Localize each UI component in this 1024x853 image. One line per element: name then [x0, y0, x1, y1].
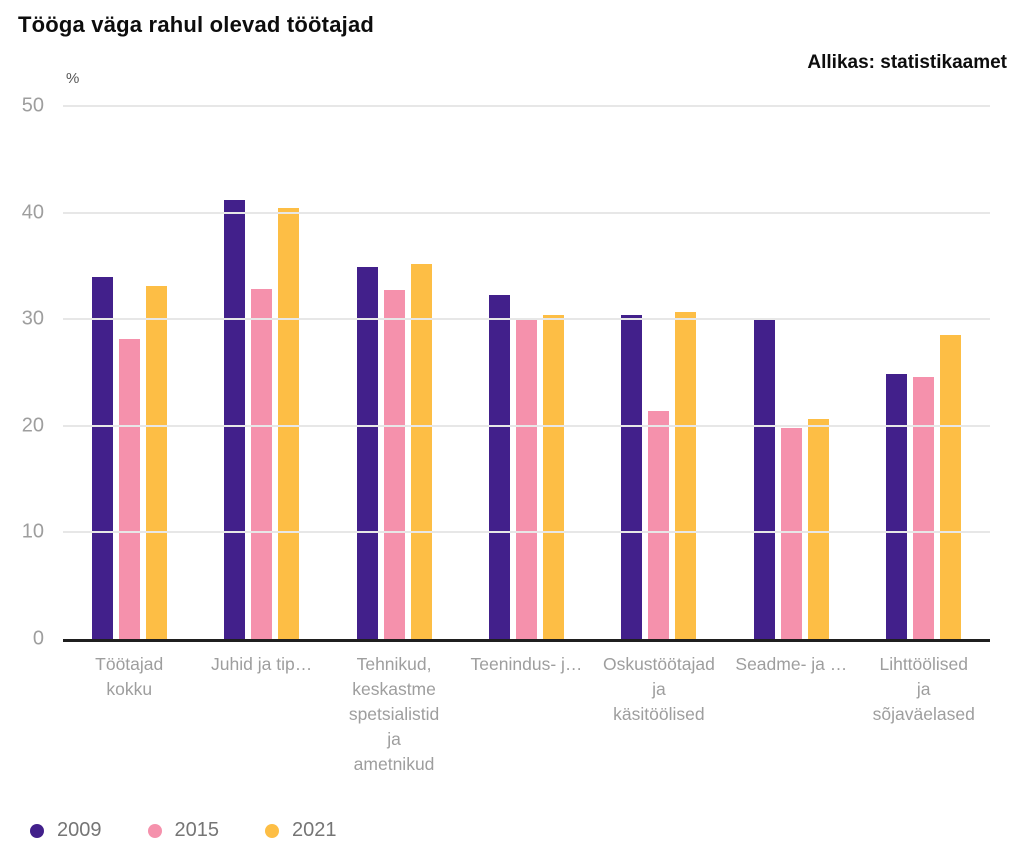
y-tick-label-10: 10	[21, 520, 44, 543]
y-tick-label-50: 50	[21, 94, 44, 117]
bar-2015-category-3[interactable]	[383, 290, 405, 639]
bar-2009-category-4[interactable]	[488, 294, 510, 639]
bar-group-2	[195, 106, 327, 639]
bar-2015-category-7[interactable]	[913, 376, 935, 639]
bar-2015-category-5[interactable]	[648, 410, 670, 639]
bar-2009-category-6[interactable]	[753, 318, 775, 639]
x-axis-label-5: Oskustöötajad ja käsitöölised	[602, 654, 715, 724]
bar-group-7	[858, 106, 990, 639]
legend-dot-2021	[265, 823, 279, 838]
y-tick-label-40: 40	[21, 201, 44, 224]
bar-group-5	[593, 106, 725, 639]
bar-2021-category-6[interactable]	[807, 419, 829, 639]
bar-2015-category-1[interactable]	[118, 339, 140, 639]
gridline-50	[63, 105, 990, 107]
legend-dot-2009	[30, 823, 44, 838]
x-axis-label-4: Teenindus- j…	[470, 654, 583, 674]
bar-group-1	[63, 106, 195, 639]
legend-dot-2015	[147, 823, 162, 838]
gridline-20	[63, 424, 990, 427]
bar-2009-category-3[interactable]	[356, 266, 378, 639]
y-axis-unit-label: %	[66, 70, 80, 87]
x-axis-label-6: Seadme- ja …	[735, 654, 848, 674]
bar-2009-category-2[interactable]	[224, 199, 246, 639]
gridline-30	[63, 318, 990, 321]
legend-item-2009[interactable]: 2009	[30, 819, 102, 842]
y-tick-label-20: 20	[21, 414, 44, 437]
legend-item-2015[interactable]: 2015	[147, 819, 220, 842]
chart-title: Tööga väga rahul olevad töötajad	[18, 12, 375, 37]
bar-group-4	[460, 106, 592, 639]
bar-2021-category-3[interactable]	[410, 263, 432, 639]
bar-2009-category-7[interactable]	[886, 373, 908, 639]
bar-2021-category-4[interactable]	[542, 314, 564, 639]
y-tick-label-0: 0	[32, 627, 44, 650]
bar-2009-category-5[interactable]	[621, 314, 643, 639]
bar-2015-category-2[interactable]	[251, 289, 273, 639]
gridline-10	[63, 531, 990, 534]
y-tick-label-30: 30	[21, 307, 44, 330]
chart-legend: 2009 2015 2021	[30, 819, 337, 842]
legend-item-2021[interactable]: 2021	[265, 819, 337, 842]
bar-2021-category-2[interactable]	[278, 208, 300, 639]
bar-2015-category-6[interactable]	[780, 427, 802, 639]
gridline-40	[63, 211, 990, 214]
x-axis-labels: Töötajad kokku Juhid ja tip… Tehnikud, kes…	[63, 652, 990, 777]
bar-2009-category-1[interactable]	[91, 276, 113, 639]
x-axis-label-3: Tehnikud, keskastme spetsialistid ja ame…	[348, 654, 440, 774]
bar-chart-plot-area: 0 10 20 30 40 50	[22, 95, 990, 650]
bar-2021-category-5[interactable]	[675, 311, 697, 639]
bar-2021-category-7[interactable]	[940, 335, 962, 639]
x-axis-label-7: Lihttöölised ja sõjaväelased	[872, 654, 975, 724]
bar-group-6	[725, 106, 857, 639]
legend-label-2009: 2009	[57, 819, 102, 841]
source-note: Allikas: statistikaamet	[807, 52, 1007, 73]
legend-label-2021: 2021	[292, 819, 337, 841]
x-axis-label-1: Töötajad kokku	[95, 654, 164, 699]
bar-group-3	[328, 106, 460, 639]
bar-groups	[63, 106, 990, 639]
legend-label-2015: 2015	[174, 819, 220, 841]
x-axis-label-2: Juhid ja tip…	[211, 654, 313, 674]
bar-2015-category-4[interactable]	[515, 318, 537, 639]
bar-2021-category-1[interactable]	[145, 286, 167, 639]
